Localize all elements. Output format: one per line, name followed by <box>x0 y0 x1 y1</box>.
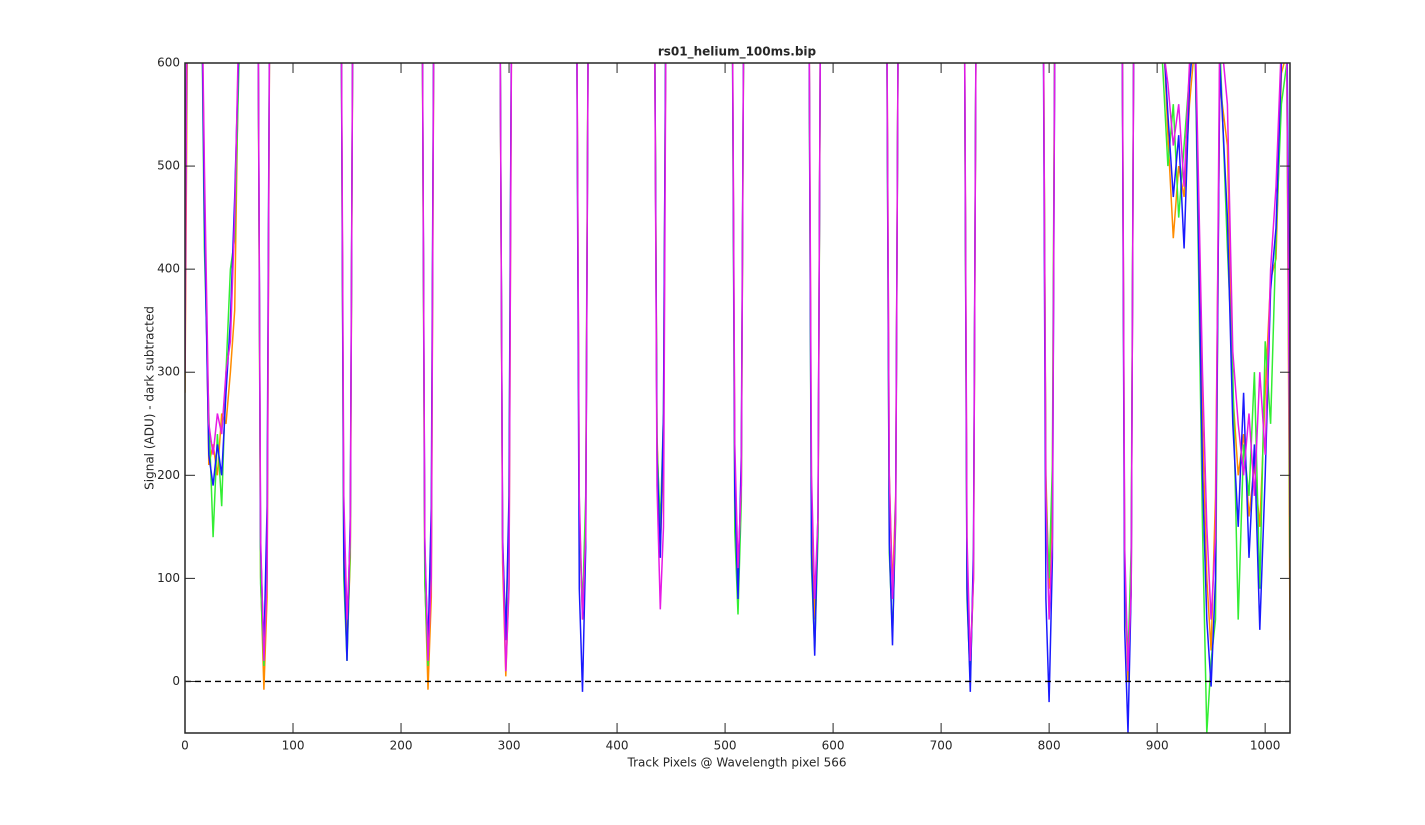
x-tick-label: 1000 <box>1250 739 1281 753</box>
y-tick-label: 400 <box>157 262 180 276</box>
y-tick-label: 0 <box>172 674 180 688</box>
y-tick-label: 300 <box>157 365 180 379</box>
x-tick-label: 900 <box>1146 739 1169 753</box>
y-axis-label: Signal (ADU) - dark subtracted <box>143 306 157 490</box>
chart-title: rs01_helium_100ms.bip <box>658 45 817 60</box>
x-tick-label: 800 <box>1038 739 1061 753</box>
x-axis-label: Track Pixels @ Wavelength pixel 566 <box>627 756 847 770</box>
x-tick-label: 300 <box>498 739 521 753</box>
y-tick-label: 600 <box>157 56 180 70</box>
y-tick-label: 500 <box>157 159 180 173</box>
plot-area <box>185 63 1290 733</box>
data-line <box>185 63 1290 690</box>
x-tick-label: 200 <box>390 739 413 753</box>
axes-box <box>184 62 1291 734</box>
x-tick-label: 600 <box>822 739 845 753</box>
x-tick-label: 0 <box>181 739 189 753</box>
x-tick-label: 100 <box>282 739 305 753</box>
x-tick-label: 700 <box>930 739 953 753</box>
y-tick-label: 200 <box>157 468 180 482</box>
data-line <box>185 63 1290 672</box>
x-tick-label: 500 <box>714 739 737 753</box>
data-line <box>185 63 1290 733</box>
x-tick-label: 400 <box>606 739 629 753</box>
y-tick-label: 100 <box>157 571 180 585</box>
